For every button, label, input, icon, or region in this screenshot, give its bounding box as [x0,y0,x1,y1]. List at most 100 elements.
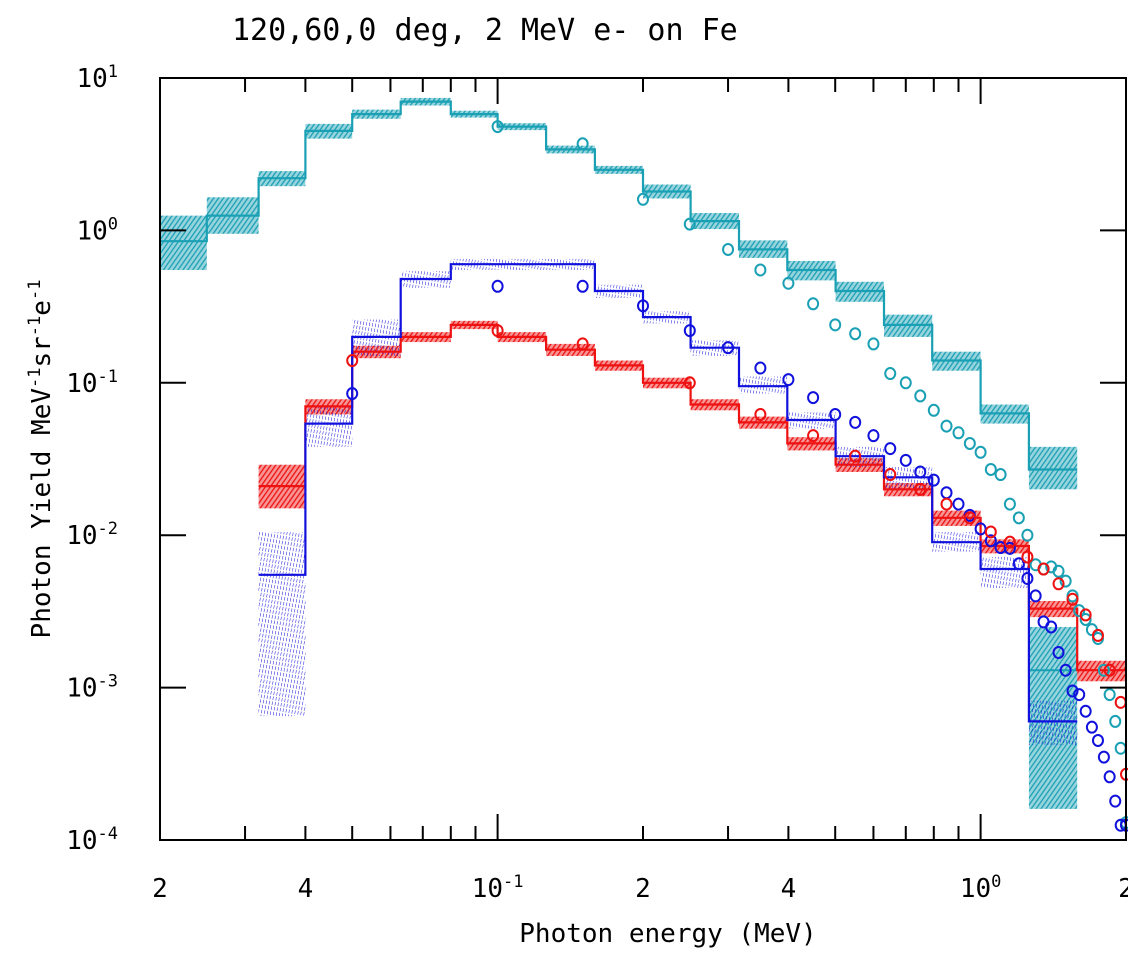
histogram-line-2 [258,323,1126,672]
data-point-0 [722,242,735,256]
data-point-2 [1052,577,1065,591]
data-point-0 [683,217,696,231]
error-band-1 [1028,700,1078,746]
data-point-1 [782,373,795,387]
data-point-2 [807,429,820,443]
data-point-0 [1103,688,1116,702]
data-point-2 [1079,608,1092,622]
data-point-0 [899,376,912,390]
data-point-1 [1052,645,1065,659]
data-point-1 [1091,733,1104,747]
data-point-2 [491,324,504,338]
data-point-1 [576,279,589,293]
data-point-1 [1012,557,1025,571]
data-point-2 [754,407,767,421]
data-point-2 [940,497,953,511]
data-point-0 [491,120,504,134]
error-band-1 [305,406,353,447]
data-point-0 [867,337,880,351]
data-point-1 [1059,663,1072,677]
data-point-0 [994,468,1007,482]
data-point-1 [940,486,953,500]
data-point-0 [1021,528,1034,542]
data-point-2 [963,511,976,525]
data-point-2 [884,468,897,482]
data-point-1 [1029,589,1042,603]
data-point-1 [927,473,940,487]
data-point-1 [754,361,767,375]
data-point-1 [1021,571,1034,585]
data-point-0 [1079,612,1092,626]
x-axis-label: Photon energy (MeV) [519,919,816,949]
data-point-0 [829,318,842,332]
data-point-1 [722,341,735,355]
data-point-1 [1109,794,1122,808]
data-point-0 [974,445,987,459]
data-point-1 [1097,750,1110,764]
x-tick-label: 100 [960,872,1002,904]
x-tick-label: 4 [298,874,314,904]
data-point-1 [867,429,880,443]
x-tick-label: 4 [781,874,797,904]
chart-title: 120,60,0 deg, 2 MeV e- on Fe [232,13,738,48]
data-point-0 [952,426,965,440]
data-point-0 [1012,511,1025,525]
data-point-0 [849,327,862,341]
data-point-0 [1052,564,1065,578]
y-tick-label: 10-2 [66,519,118,551]
data-point-2 [576,337,589,351]
data-point-2 [849,449,862,463]
histogram-line-0 [160,100,1078,471]
data-point-0 [754,263,767,277]
data-point-0 [927,403,940,417]
data-point-1 [1079,704,1092,718]
data-point-0 [637,192,649,206]
data-point-1 [899,453,912,467]
error-band-0 [1028,446,1078,490]
data-point-0 [914,389,927,403]
x-tick-label: 2 [635,874,651,904]
data-point-0 [963,436,976,450]
data-point-2 [1066,592,1079,606]
data-point-2 [1103,663,1116,677]
error-band-1 [258,531,306,717]
x-tick-label: 2 [152,874,168,904]
data-point-1 [1073,688,1086,702]
data-point-1 [829,407,842,421]
data-point-1 [637,299,649,313]
y-axis-label: Photon Yield MeV-1sr-1e-1 [25,280,57,639]
data-point-0 [1003,497,1016,511]
data-point-1 [1045,620,1058,634]
data-point-2 [984,525,997,539]
data-point-1 [849,415,862,429]
data-point-2 [1021,550,1034,564]
y-tick-label: 100 [76,214,118,246]
data-point-2 [1003,535,1016,549]
y-tick-label: 10-4 [66,824,118,856]
error-band-1 [738,376,788,394]
data-point-1 [1003,541,1016,555]
error-band-1 [980,556,1029,589]
data-point-0 [1109,714,1122,728]
data-point-1 [984,534,997,548]
data-point-2 [914,482,927,496]
y-tick-label: 10-1 [66,367,118,399]
data-point-0 [807,297,820,311]
data-point-0 [1059,574,1072,588]
data-point-0 [940,419,953,433]
y-tick-label: 10-3 [66,672,118,704]
data-point-0 [782,276,795,290]
data-point-1 [952,497,965,511]
y-tick-label: 101 [76,62,118,94]
data-point-1 [1085,720,1098,734]
histogram-line-1 [258,263,1078,723]
data-point-0 [884,367,897,381]
data-point-2 [1114,695,1127,709]
data-point-2 [1037,562,1050,576]
data-point-1 [807,391,820,405]
error-band-0 [160,215,207,270]
data-point-1 [884,442,897,456]
data-point-0 [1114,741,1127,755]
data-point-1 [1103,770,1116,784]
